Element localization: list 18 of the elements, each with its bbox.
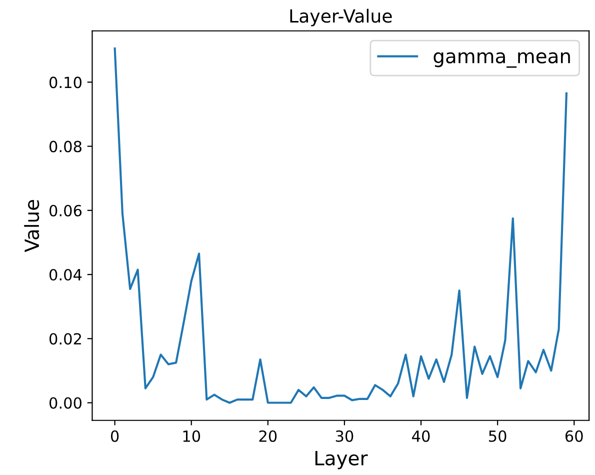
y-tick-label: 0.02 [49,333,81,345]
x-tick-label: 0 [110,430,119,442]
y-tick-label: 0.10 [49,76,82,88]
y-tick-label: 0.04 [49,268,82,281]
legend-label: gamma_mean [434,52,570,68]
x-axis-title: Layer [315,451,368,470]
y-axis-title: Value [24,200,40,252]
x-tick-label: 60 [565,430,583,442]
x-tick-label: 20 [259,430,277,442]
y-tick-label: 0.00 [49,397,82,409]
x-tick-label: 40 [412,430,430,442]
x-tick-label: 50 [489,430,506,442]
chart-title: Layer-Value [290,8,392,26]
y-tick-label: 0.06 [49,204,82,216]
x-tick-label: 10 [183,430,200,442]
line-series [114,47,568,404]
y-tick-label: 0.08 [49,140,82,152]
x-tick-label: 30 [336,430,354,442]
